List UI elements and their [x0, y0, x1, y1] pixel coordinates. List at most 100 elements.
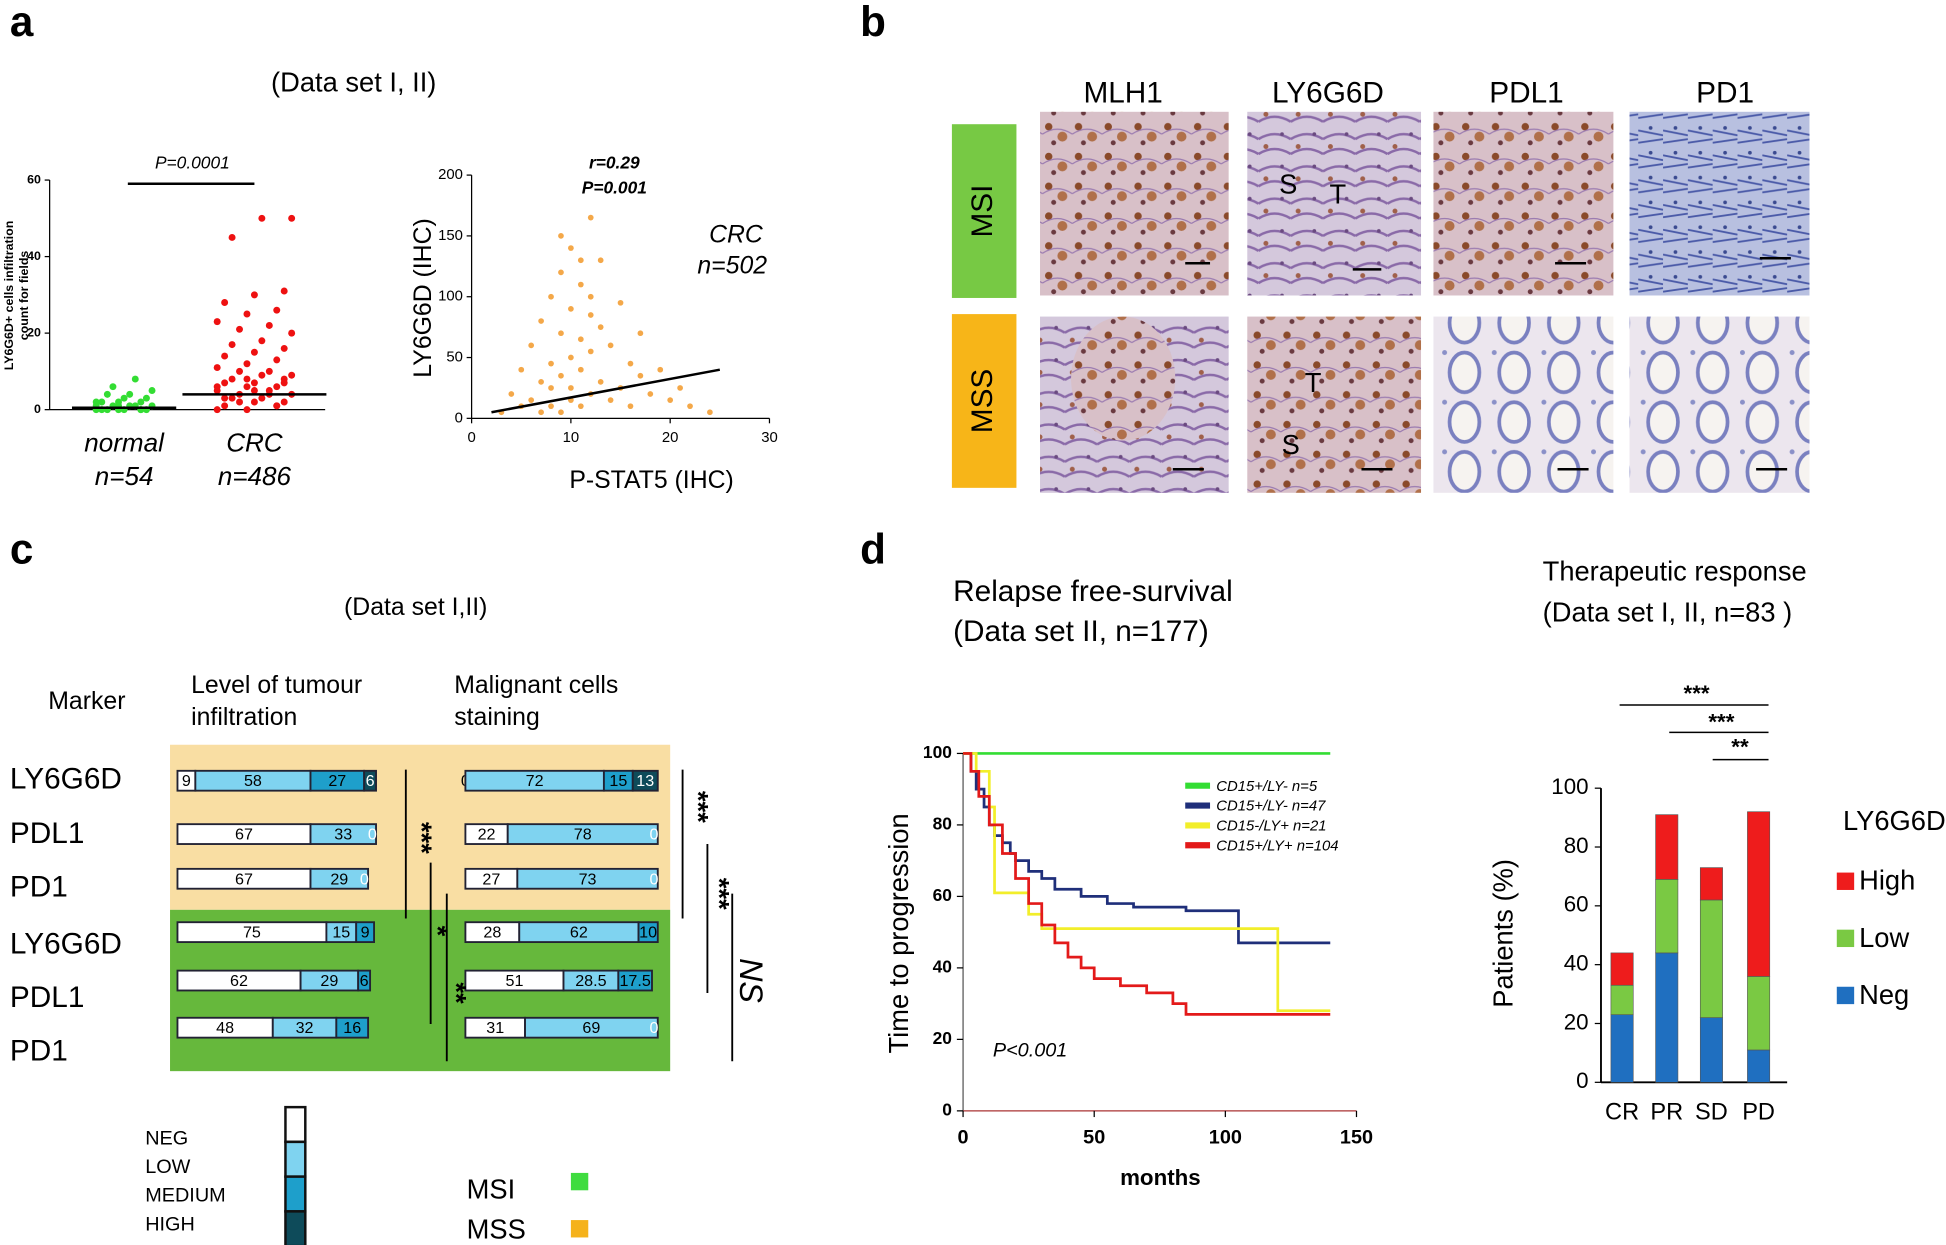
significance-label: *	[422, 926, 453, 937]
bar-value: 15	[332, 924, 350, 942]
dot	[221, 394, 229, 402]
dot	[258, 337, 266, 345]
bar-segment	[1747, 1049, 1771, 1083]
title: Relapse free-survival	[953, 575, 1233, 608]
y-tick-label: 20	[1564, 1009, 1589, 1034]
y-tick-label: 150	[438, 228, 463, 244]
y-axis-label: Time to progression	[883, 813, 914, 1053]
point	[568, 306, 574, 312]
ihc-image	[1629, 316, 1810, 493]
ihc-image	[1071, 316, 1176, 441]
dot	[148, 387, 156, 394]
point	[587, 293, 594, 300]
y-tick-label: 100	[923, 742, 952, 762]
region-marker: S	[1282, 429, 1300, 460]
bar-segment	[357, 969, 372, 992]
dot	[236, 367, 244, 375]
x-tick-label: SD	[1695, 1099, 1728, 1125]
dot	[288, 214, 296, 222]
point	[657, 366, 664, 373]
point	[568, 385, 574, 391]
annotation: P=0.001	[582, 177, 647, 197]
bar-value: 73	[579, 870, 597, 888]
dot	[243, 375, 251, 383]
dot	[221, 299, 229, 306]
y-tick-label: 20	[933, 1028, 952, 1048]
dot	[120, 394, 128, 402]
dot	[221, 379, 229, 387]
significance-label: ***	[406, 822, 437, 854]
bar-value: 0	[650, 1019, 659, 1037]
bar-segment	[335, 1016, 370, 1039]
point	[587, 348, 594, 355]
ihc-image	[1247, 111, 1422, 296]
y-axis-label: count for fields	[17, 251, 31, 341]
bar-segment	[1655, 879, 1679, 954]
point	[577, 403, 584, 410]
dot	[273, 306, 281, 314]
row-label-box	[951, 314, 1017, 488]
legend-label: NEG	[145, 1128, 188, 1150]
bar-segment	[1610, 984, 1634, 1015]
bar-value: 29	[320, 972, 338, 990]
bar-segment	[1610, 952, 1634, 986]
bar-value: 0	[368, 826, 377, 844]
bar-value: 6	[366, 772, 375, 790]
dot	[258, 214, 266, 222]
point	[508, 391, 515, 397]
point	[568, 354, 574, 361]
bar-value: 75	[243, 924, 261, 942]
legend-label: CD15+/LY- n=47	[1216, 799, 1326, 815]
dot	[273, 356, 281, 364]
point	[597, 324, 604, 330]
dot	[273, 383, 281, 391]
region-marker: S	[1279, 168, 1297, 199]
dot	[213, 406, 221, 414]
y-tick-label: 40	[27, 249, 41, 263]
x-axis-label: months	[1120, 1165, 1201, 1190]
point	[587, 312, 594, 318]
y-tick-label: 60	[1564, 892, 1589, 917]
dot	[273, 402, 281, 410]
bar-segment	[1610, 1014, 1634, 1083]
x-tick-label: 100	[1209, 1126, 1242, 1148]
point	[597, 379, 604, 385]
point	[558, 269, 564, 276]
annotation: CRC	[709, 221, 764, 248]
point	[577, 281, 584, 288]
ihc-image	[1247, 316, 1422, 493]
x-tick-label: normal	[84, 427, 165, 457]
point	[548, 385, 554, 391]
point	[587, 214, 594, 221]
survival-curve	[963, 752, 1331, 945]
point	[677, 385, 683, 391]
title: Therapeutic response	[1543, 556, 1807, 587]
x-tick-label: 20	[662, 430, 679, 446]
legend-swatch	[284, 1175, 307, 1213]
dot	[137, 398, 145, 406]
bar-value: 78	[574, 826, 592, 844]
bar-value: 27	[482, 870, 500, 888]
column-header: PD1	[1696, 76, 1754, 109]
x-tick-label: 150	[1340, 1126, 1373, 1148]
point	[548, 403, 554, 410]
bar-segment	[1699, 899, 1723, 1018]
legend-label: MSI	[467, 1174, 516, 1205]
point	[627, 403, 634, 410]
row-label: LY6G6D	[10, 928, 122, 961]
dot	[98, 398, 106, 406]
dot	[250, 291, 258, 299]
column-header: MLH1	[1083, 76, 1162, 109]
bar-segment	[1655, 952, 1679, 1083]
annotation: n=502	[697, 252, 767, 279]
p-value: P<0.001	[993, 1040, 1067, 1062]
dot	[258, 371, 266, 379]
region-marker: T	[1330, 178, 1347, 209]
y-tick-label: 80	[933, 814, 952, 834]
point	[528, 342, 535, 349]
row-label-box	[951, 124, 1017, 298]
bar-value: 32	[296, 1019, 314, 1037]
point	[627, 360, 634, 367]
bar-value: 69	[582, 1019, 600, 1037]
dot	[109, 383, 117, 391]
